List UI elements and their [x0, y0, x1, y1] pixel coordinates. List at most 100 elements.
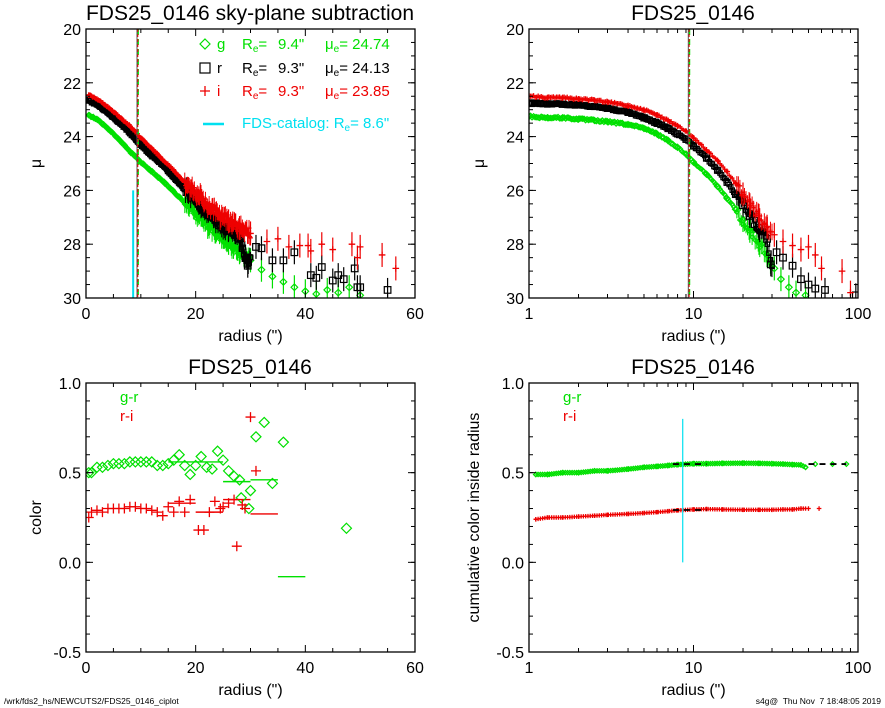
- data-point: [580, 469, 587, 476]
- legend-re: Re=: [242, 83, 267, 102]
- data-point: [790, 507, 795, 512]
- panel-cumulative-color: FDS25_0146 1 10 100 1.0 0.5 0.0 -0.5 radius (") c…: [466, 356, 871, 699]
- legend-symbol: [199, 38, 211, 50]
- data-point: [222, 465, 235, 477]
- x-tick-label: 20: [187, 660, 205, 677]
- legend: g-r r-i: [563, 389, 581, 425]
- data-point: [784, 283, 794, 292]
- data-point: [86, 507, 97, 518]
- data-point: [203, 196, 208, 202]
- data-point: [630, 465, 637, 472]
- data-point: [236, 224, 243, 232]
- y-tick-label: 1.0: [59, 376, 81, 393]
- data-point: [185, 494, 196, 505]
- data-point: [640, 464, 648, 471]
- data-point: [86, 466, 98, 479]
- data-point: [334, 271, 343, 280]
- legend-symbol: [199, 62, 211, 74]
- data-point: [689, 142, 698, 150]
- data-point: [779, 238, 787, 245]
- y-tick-label: 26: [506, 183, 524, 200]
- data-point: [789, 461, 796, 468]
- panel-color-profile: FDS25_0146 0 20 40 60 1.0 0.5 0.0 -0.5 radius (")…: [28, 356, 424, 699]
- x-tick-label: 100: [845, 660, 872, 677]
- y-tick-label: 28: [63, 237, 81, 254]
- data-point: [641, 510, 647, 516]
- data-point: [640, 106, 647, 113]
- data-point: [731, 190, 740, 199]
- data-point: [703, 147, 710, 154]
- data-point: [191, 185, 197, 191]
- data-point: [719, 460, 726, 467]
- data-point: [591, 97, 598, 104]
- data-point: [170, 173, 177, 181]
- data-point: [529, 99, 533, 107]
- legend-row-i: i Re= 9.3" μe= 23.85: [200, 83, 390, 102]
- legend-label-r-i: r-i: [120, 408, 133, 425]
- data-point: [240, 503, 251, 514]
- data-point: [192, 209, 200, 217]
- data-point: [340, 522, 353, 535]
- data-point: [235, 491, 248, 504]
- data-point: [544, 100, 552, 108]
- data-point: [168, 507, 179, 518]
- data-point: [557, 469, 564, 476]
- data-point: [134, 456, 147, 468]
- data-point: [91, 461, 103, 474]
- data-point: [558, 100, 567, 108]
- data-point: [247, 230, 254, 237]
- data-point: [589, 468, 596, 475]
- data-point: [738, 215, 748, 225]
- data-point: [659, 462, 666, 469]
- data-point: [306, 271, 315, 280]
- data-point: [624, 108, 632, 116]
- data-point: [776, 275, 786, 284]
- legend-symbol: [200, 86, 210, 96]
- data-point: [811, 284, 820, 293]
- data-point: [592, 513, 597, 519]
- data-point: [138, 135, 144, 141]
- data-point: [723, 178, 731, 186]
- data-point: [312, 273, 321, 282]
- y-axis-label: cumulative color inside radius: [466, 413, 483, 623]
- y-tick-label: 1.0: [502, 376, 524, 393]
- data-point: [268, 256, 277, 265]
- data-point: [735, 206, 742, 213]
- data-point: [609, 467, 616, 474]
- data-point: [228, 470, 240, 483]
- x-tick-label: 0: [82, 660, 91, 677]
- data-point: [713, 182, 722, 191]
- data-point: [740, 507, 746, 513]
- data-point: [156, 459, 169, 472]
- data-point: [93, 115, 101, 123]
- legend-re-value: 9.4": [278, 36, 304, 53]
- data-point: [838, 267, 846, 275]
- data-point: [604, 99, 611, 106]
- data-point: [274, 235, 282, 243]
- data-point: [141, 503, 152, 514]
- data-point: [673, 143, 682, 152]
- data-point: [694, 138, 700, 143]
- series-r: [529, 99, 858, 298]
- data-point: [160, 156, 166, 163]
- data-point: [348, 240, 356, 248]
- data-point: [152, 507, 163, 518]
- data-point: [229, 494, 240, 505]
- data-point: [779, 253, 787, 262]
- data-point: [224, 238, 233, 248]
- legend: g-r r-i: [120, 389, 138, 425]
- y-tick-label: 24: [63, 130, 81, 147]
- data-point: [307, 247, 315, 255]
- data-point: [723, 194, 731, 203]
- y-tick-label: 0.5: [59, 466, 81, 483]
- data-point: [575, 95, 582, 102]
- data-point: [231, 541, 242, 552]
- data-point: [218, 501, 229, 512]
- data-point: [285, 243, 293, 251]
- data-point: [279, 256, 288, 265]
- data-point: [754, 238, 764, 248]
- plot-area: [86, 412, 353, 578]
- y-tick-label: 26: [63, 183, 81, 200]
- data-point: [603, 117, 612, 126]
